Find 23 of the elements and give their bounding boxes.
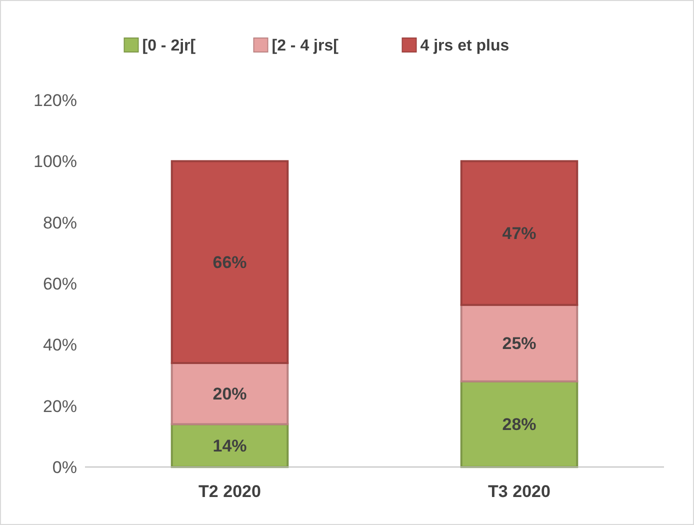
data-label: 66% — [212, 253, 247, 272]
data-label: 25% — [502, 334, 536, 354]
x-tick-label: T2 2020 — [198, 482, 261, 501]
data-label: 47% — [502, 224, 536, 243]
legend-label: [0 - 2jr[ — [142, 38, 196, 55]
bar — [460, 160, 578, 306]
y-tick-label: 40% — [42, 336, 77, 355]
legend-label: 4 jrs et plus — [420, 38, 510, 55]
x-tick-label: T3 2020 — [488, 482, 550, 501]
data-label: 20% — [212, 384, 247, 404]
y-tick-label: 60% — [42, 274, 77, 294]
y-tick-label: 80% — [42, 213, 77, 232]
bar — [170, 160, 289, 364]
y-tick-label: 100% — [34, 152, 77, 172]
y-tick-label: 20% — [42, 396, 77, 416]
y-tick-label: 0% — [52, 458, 77, 477]
data-label: 14% — [212, 436, 247, 456]
legend-label: [2 - 4 jrs[ — [272, 38, 340, 55]
data-label: 28% — [502, 415, 536, 434]
bar — [460, 380, 578, 468]
bar — [170, 362, 289, 426]
y-tick-label: 120% — [34, 90, 77, 110]
bar — [460, 304, 578, 382]
